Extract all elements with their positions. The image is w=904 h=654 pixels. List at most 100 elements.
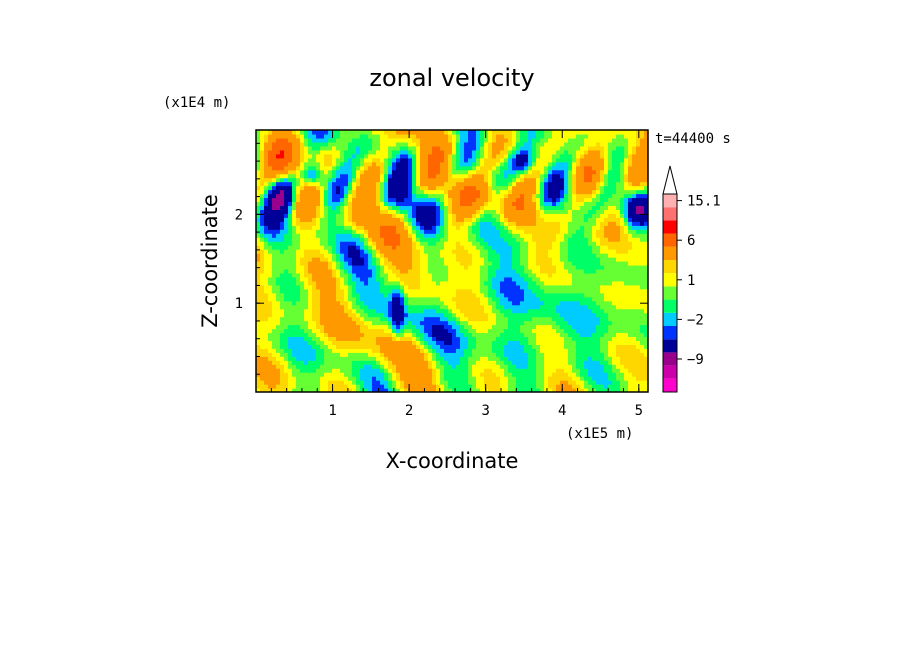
heatmap-cell [384,280,389,286]
heatmap-cell [428,284,433,290]
heatmap-cell [532,153,537,159]
heatmap-cell [300,272,305,278]
heatmap-cell [384,376,389,381]
heatmap-cell [448,233,453,238]
heatmap-cell [516,185,521,191]
heatmap-cell [288,133,293,139]
heatmap-cell [352,316,357,322]
heatmap-cell [544,225,549,230]
heatmap-cell [320,221,325,226]
heatmap-cell [352,205,357,210]
heatmap-cell [380,149,385,155]
heatmap-cell [520,197,525,203]
heatmap-cell [388,217,393,222]
heatmap-cell [428,181,433,187]
heatmap-cell [332,348,337,353]
heatmap-cell [388,130,393,135]
heatmap-cell [296,237,301,242]
heatmap-cell [280,296,285,302]
heatmap-cell [524,340,529,345]
heatmap-cell [496,165,501,171]
heatmap-cell [552,169,557,175]
heatmap-cell [416,336,421,341]
heatmap-cell [488,149,493,155]
heatmap-cell [516,237,521,242]
heatmap-cell [424,130,429,135]
heatmap-cell [408,296,413,302]
heatmap-cell [468,193,473,199]
heatmap-cell [380,384,385,389]
heatmap-cell [532,189,537,195]
heatmap-cell [444,169,449,175]
heatmap-cell [380,177,385,183]
heatmap-cell [416,169,421,175]
heatmap-cell [364,153,369,159]
heatmap-cell [368,344,373,349]
heatmap-cell [292,237,297,242]
heatmap-cell [536,292,541,298]
heatmap-cell [316,384,321,389]
heatmap-cell [456,300,461,306]
heatmap-cell [304,360,309,365]
heatmap-cell [304,261,309,266]
heatmap-cell [272,229,277,234]
heatmap-cell [388,280,393,286]
heatmap-cell [328,149,333,155]
heatmap-cell [376,213,381,218]
heatmap-cell [256,205,261,210]
heatmap-cell [432,320,437,326]
heatmap-cell [488,312,493,318]
heatmap-cell [552,356,557,361]
heatmap-cell [316,340,321,345]
heatmap-cell [448,217,453,222]
heatmap-cell [348,372,353,377]
heatmap-cell [336,161,341,167]
heatmap-cell [408,169,413,175]
heatmap-cell [384,372,389,377]
heatmap-cell [436,308,441,314]
heatmap-cell [428,253,433,258]
heatmap-cell [452,217,457,222]
heatmap-cell [268,352,273,357]
heatmap-cell [480,149,485,155]
heatmap-cell [316,157,321,163]
heatmap-cell [388,336,393,341]
heatmap-cell [488,356,493,361]
heatmap-cell [532,149,537,155]
heatmap-cell [484,165,489,171]
heatmap-cell [376,296,381,302]
heatmap-cell [408,380,413,385]
heatmap-cell [300,324,305,330]
heatmap-cell [260,130,265,135]
heatmap-cell [416,181,421,187]
heatmap-cell [424,364,429,369]
heatmap-cell [440,284,445,290]
heatmap-cell [300,261,305,266]
heatmap-cell [484,141,489,147]
heatmap-cell [396,296,401,302]
heatmap-cell [304,384,309,389]
heatmap-cell [488,272,493,278]
heatmap-cell [316,348,321,353]
heatmap-cell [528,276,533,282]
heatmap-cell [532,308,537,314]
heatmap-cell [468,332,473,338]
heatmap-cell [412,312,417,318]
heatmap-cell [420,225,425,230]
heatmap-cell [520,308,525,314]
heatmap-cell [452,193,457,199]
heatmap-cell [312,245,317,250]
heatmap-cell [432,133,437,139]
heatmap-cell [524,205,529,210]
heatmap-cell [304,149,309,155]
heatmap-cell [256,332,261,338]
heatmap-cell [272,372,277,377]
heatmap-cell [340,276,345,282]
heatmap-cell [324,284,329,290]
heatmap-cell [376,153,381,159]
heatmap-cell [292,348,297,353]
heatmap-cell [340,257,345,262]
heatmap-cell [308,332,313,338]
heatmap-cell [424,165,429,171]
heatmap-cell [404,356,409,361]
